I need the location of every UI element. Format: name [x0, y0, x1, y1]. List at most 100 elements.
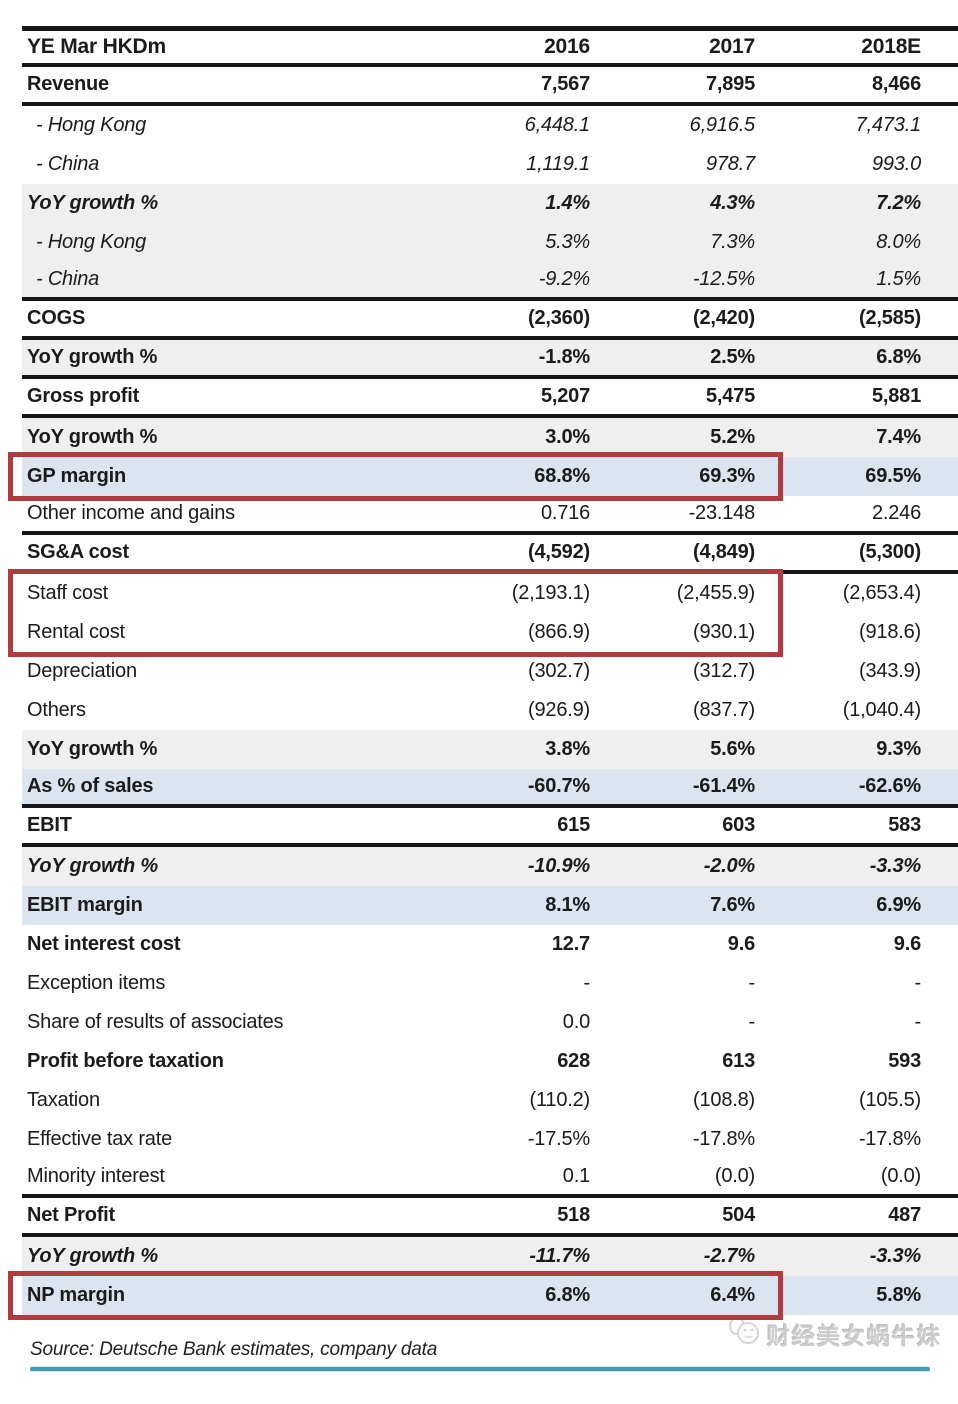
cell-2016: -17.5%: [527, 1128, 590, 1150]
row-label: Revenue: [27, 73, 109, 95]
table-row: YoY growth % -10.9% -2.0% -3.3%: [22, 847, 958, 886]
cell-2018E: 993.0: [871, 153, 921, 175]
cell-2016: (4,592): [528, 541, 590, 563]
cell-2016: 1.4%: [545, 192, 590, 214]
cell-2018E: 6.8%: [876, 346, 921, 368]
cell-2016: 12.7: [551, 933, 590, 955]
cell-2017: -: [748, 972, 756, 994]
cell-2016: 6,448.1: [524, 114, 591, 136]
cell-2018E: 5.8%: [876, 1284, 921, 1306]
cell-2017: (2,420): [693, 307, 755, 329]
table-row: Depreciation (302.7) (312.7) (343.9): [22, 652, 958, 691]
row-label: As % of sales: [27, 775, 154, 797]
cell-2016: -11.7%: [529, 1245, 590, 1267]
row-label: - China: [36, 268, 100, 290]
snail-logo-icon: [726, 1315, 762, 1352]
cell-2017: -23.148: [688, 502, 756, 524]
cell-2018E: 8,466: [871, 73, 921, 95]
cell-2018E: 7,473.1: [855, 114, 922, 136]
table-row: Others (926.9) (837.7) (1,040.4): [22, 691, 958, 730]
table-row: Minority interest 0.1 (0.0) (0.0): [22, 1159, 958, 1198]
cell-2018E: (2,653.4): [842, 582, 921, 604]
row-label: GP margin: [27, 465, 126, 487]
cell-2016: 0.716: [540, 502, 590, 524]
cell-2016: (2,360): [528, 307, 590, 329]
cell-2016: 7,567: [540, 73, 590, 95]
table-row: GP margin 68.8% 69.3% 69.5%: [22, 457, 958, 496]
cell-2016: 68.8%: [534, 465, 590, 487]
cell-2017: -2.7%: [703, 1245, 755, 1267]
cell-2017: 7.6%: [710, 894, 755, 916]
cell-2017: -: [748, 1011, 756, 1033]
cell-2016: -10.9%: [527, 855, 590, 877]
cell-2016: (2,193.1): [511, 582, 590, 604]
table-body: Revenue 7,567 7,895 8,466 - Hong Kong 6,448.1…: [8, 67, 958, 1320]
footer: Source: Deutsche Bank estimates, company…: [0, 1315, 958, 1367]
cell-2017: (930.1): [693, 621, 755, 643]
table-row: COGS (2,360) (2,420) (2,585): [22, 301, 958, 340]
cell-2016: -: [583, 972, 591, 994]
table-row: - China -9.2% -12.5% 1.5%: [22, 262, 958, 301]
cell-2016: 3.8%: [545, 738, 590, 760]
cell-2018E: (1,040.4): [842, 699, 921, 721]
row-label: YoY growth %: [27, 855, 158, 877]
column-header-2017: 2017: [709, 35, 755, 58]
cell-2017: -61.4%: [692, 775, 755, 797]
row-label: YoY growth %: [27, 1245, 158, 1267]
cell-2016: -9.2%: [538, 268, 590, 290]
table-row: Share of results of associates 0.0 - -: [22, 1003, 958, 1042]
cell-2017: 613: [722, 1050, 755, 1072]
cell-2018E: 5,881: [871, 385, 921, 407]
cell-2018E: 7.4%: [876, 426, 921, 448]
cell-2016: 5,207: [540, 385, 590, 407]
row-label: Staff cost: [27, 582, 109, 604]
row-label: Minority interest: [27, 1165, 165, 1187]
cell-2017: (4,849): [693, 541, 755, 563]
source-note: Source: Deutsche Bank estimates, company…: [30, 1339, 438, 1360]
cell-2018E: (918.6): [859, 621, 921, 643]
cell-2016: -60.7%: [527, 775, 590, 797]
table-row: Net interest cost 12.7 9.6 9.6: [22, 925, 958, 964]
cell-2018E: 487: [888, 1204, 921, 1226]
cell-2017: 5.6%: [710, 738, 755, 760]
cell-2016: 8.1%: [545, 894, 590, 916]
row-label: Taxation: [27, 1089, 100, 1111]
table-row: Net Profit 518 504 487: [22, 1198, 958, 1237]
table-row: Gross profit 5,207 5,475 5,881: [22, 379, 958, 418]
cell-2018E: 6.9%: [876, 894, 921, 916]
table-row: Effective tax rate -17.5% -17.8% -17.8%: [22, 1120, 958, 1159]
cell-2018E: -17.8%: [858, 1128, 921, 1150]
cell-2018E: (2,585): [859, 307, 921, 329]
table-row: Staff cost (2,193.1) (2,455.9) (2,653.4): [22, 574, 958, 613]
cell-2016: (866.9): [528, 621, 590, 643]
table-header-row: YE Mar HKDm 2016 2017 2018E: [22, 31, 958, 67]
row-label: Profit before taxation: [27, 1050, 224, 1072]
cell-2017: 6.4%: [710, 1284, 755, 1306]
cell-2017: 9.6: [727, 933, 755, 955]
row-label: SG&A cost: [27, 541, 129, 563]
row-label: - China: [36, 153, 100, 175]
column-header-2016: 2016: [544, 35, 590, 58]
row-label: - Hong Kong: [36, 231, 147, 253]
row-label: Depreciation: [27, 660, 137, 682]
cell-2018E: -: [914, 972, 922, 994]
cell-2017: (0.0): [714, 1165, 755, 1187]
row-label: YoY growth %: [27, 738, 158, 760]
table-row: - Hong Kong 5.3% 7.3% 8.0%: [22, 223, 958, 262]
cell-2017: 6,916.5: [689, 114, 756, 136]
cell-2016: (110.2): [529, 1089, 591, 1111]
cell-2016: 1,119.1: [526, 153, 590, 175]
cell-2018E: 583: [888, 814, 921, 836]
table-row: Rental cost (866.9) (930.1) (918.6): [22, 613, 958, 652]
row-label: EBIT margin: [27, 894, 143, 916]
table-row: YoY growth % 3.0% 5.2% 7.4%: [22, 418, 958, 457]
table-row: Taxation (110.2) (108.8) (105.5): [22, 1081, 958, 1120]
cell-2017: -12.5%: [692, 268, 755, 290]
cell-2018E: 2.246: [871, 502, 921, 524]
row-label: YoY growth %: [27, 192, 158, 214]
table-row: Exception items - - -: [22, 964, 958, 1003]
row-label: Net Profit: [27, 1204, 116, 1226]
row-label: Other income and gains: [27, 502, 235, 524]
cell-2017: (2,455.9): [676, 582, 755, 604]
row-label: Share of results of associates: [27, 1011, 284, 1033]
